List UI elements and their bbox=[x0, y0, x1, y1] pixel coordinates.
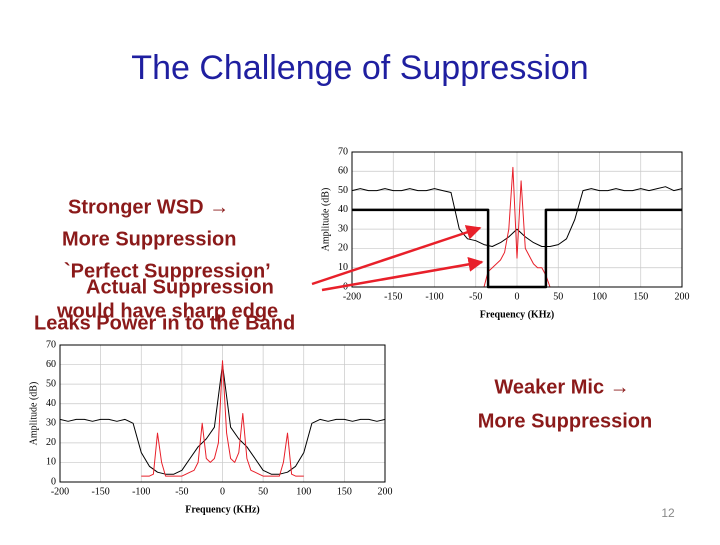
y-tick-label: 20 bbox=[46, 437, 56, 448]
x-tick-label: -150 bbox=[91, 486, 109, 497]
y-tick-label: 10 bbox=[46, 457, 56, 468]
x-tick-label: -200 bbox=[343, 291, 361, 302]
left-text: Actual Suppression bbox=[86, 276, 274, 298]
left-text: More Suppression bbox=[62, 228, 236, 250]
x-tick-label: 50 bbox=[553, 291, 563, 302]
y-axis-label: Amplitude (dB) bbox=[28, 382, 39, 446]
y-axis-label: Amplitude (dB) bbox=[320, 188, 331, 252]
arrow bbox=[321, 256, 484, 292]
arrow bbox=[311, 225, 482, 286]
x-tick-label: 0 bbox=[515, 291, 520, 302]
y-tick-label: 40 bbox=[338, 204, 348, 215]
data-line bbox=[483, 166, 551, 288]
x-tick-label: 100 bbox=[296, 486, 311, 497]
x-tick-label: -200 bbox=[51, 486, 69, 497]
plot-frame bbox=[59, 344, 386, 483]
x-tick-label: 100 bbox=[592, 291, 607, 302]
y-tick-label: 40 bbox=[46, 398, 56, 409]
y-tick-label: 0 bbox=[51, 476, 56, 487]
x-tick-label: 150 bbox=[337, 486, 352, 497]
y-tick-label: 50 bbox=[338, 185, 348, 196]
left-text: Stronger WSD → bbox=[68, 196, 229, 218]
x-tick-label: 150 bbox=[633, 291, 648, 302]
y-tick-label: 10 bbox=[338, 262, 348, 273]
y-tick-label: 20 bbox=[338, 243, 348, 254]
left-text: Leaks Power in to the Band bbox=[34, 312, 295, 334]
plot-frame bbox=[351, 151, 683, 288]
data-line bbox=[351, 186, 683, 247]
x-tick-label: -50 bbox=[175, 486, 188, 497]
x-tick-label: -50 bbox=[469, 291, 482, 302]
left-text: `Perfect Suppression’ bbox=[64, 260, 271, 282]
y-tick-label: 70 bbox=[46, 339, 56, 350]
x-tick-label: -100 bbox=[425, 291, 443, 302]
x-tick-label: 50 bbox=[258, 486, 268, 497]
left-text: would have sharp edge bbox=[56, 300, 278, 322]
y-tick-label: 30 bbox=[338, 223, 348, 234]
x-tick-label: 0 bbox=[220, 486, 225, 497]
x-axis-label: Frequency (KHz) bbox=[185, 504, 260, 515]
x-tick-label: -150 bbox=[384, 291, 402, 302]
y-tick-label: 30 bbox=[46, 418, 56, 429]
y-tick-label: 70 bbox=[338, 146, 348, 157]
charts: 010203040506070-200-150-100-500501001502… bbox=[28, 146, 689, 515]
y-tick-label: 60 bbox=[46, 359, 56, 370]
page-number: 12 bbox=[661, 506, 675, 520]
x-axis-label: Frequency (KHz) bbox=[480, 309, 555, 320]
slide-title: The Challenge of Suppression bbox=[131, 49, 588, 87]
right-text: Weaker Mic → bbox=[494, 376, 629, 398]
y-tick-label: 50 bbox=[46, 378, 56, 389]
y-tick-label: 60 bbox=[338, 166, 348, 177]
data-line bbox=[141, 360, 304, 477]
right-text: More Suppression bbox=[478, 410, 652, 432]
x-tick-label: -100 bbox=[132, 486, 150, 497]
x-tick-label: 200 bbox=[378, 486, 393, 497]
x-tick-label: 200 bbox=[675, 291, 690, 302]
